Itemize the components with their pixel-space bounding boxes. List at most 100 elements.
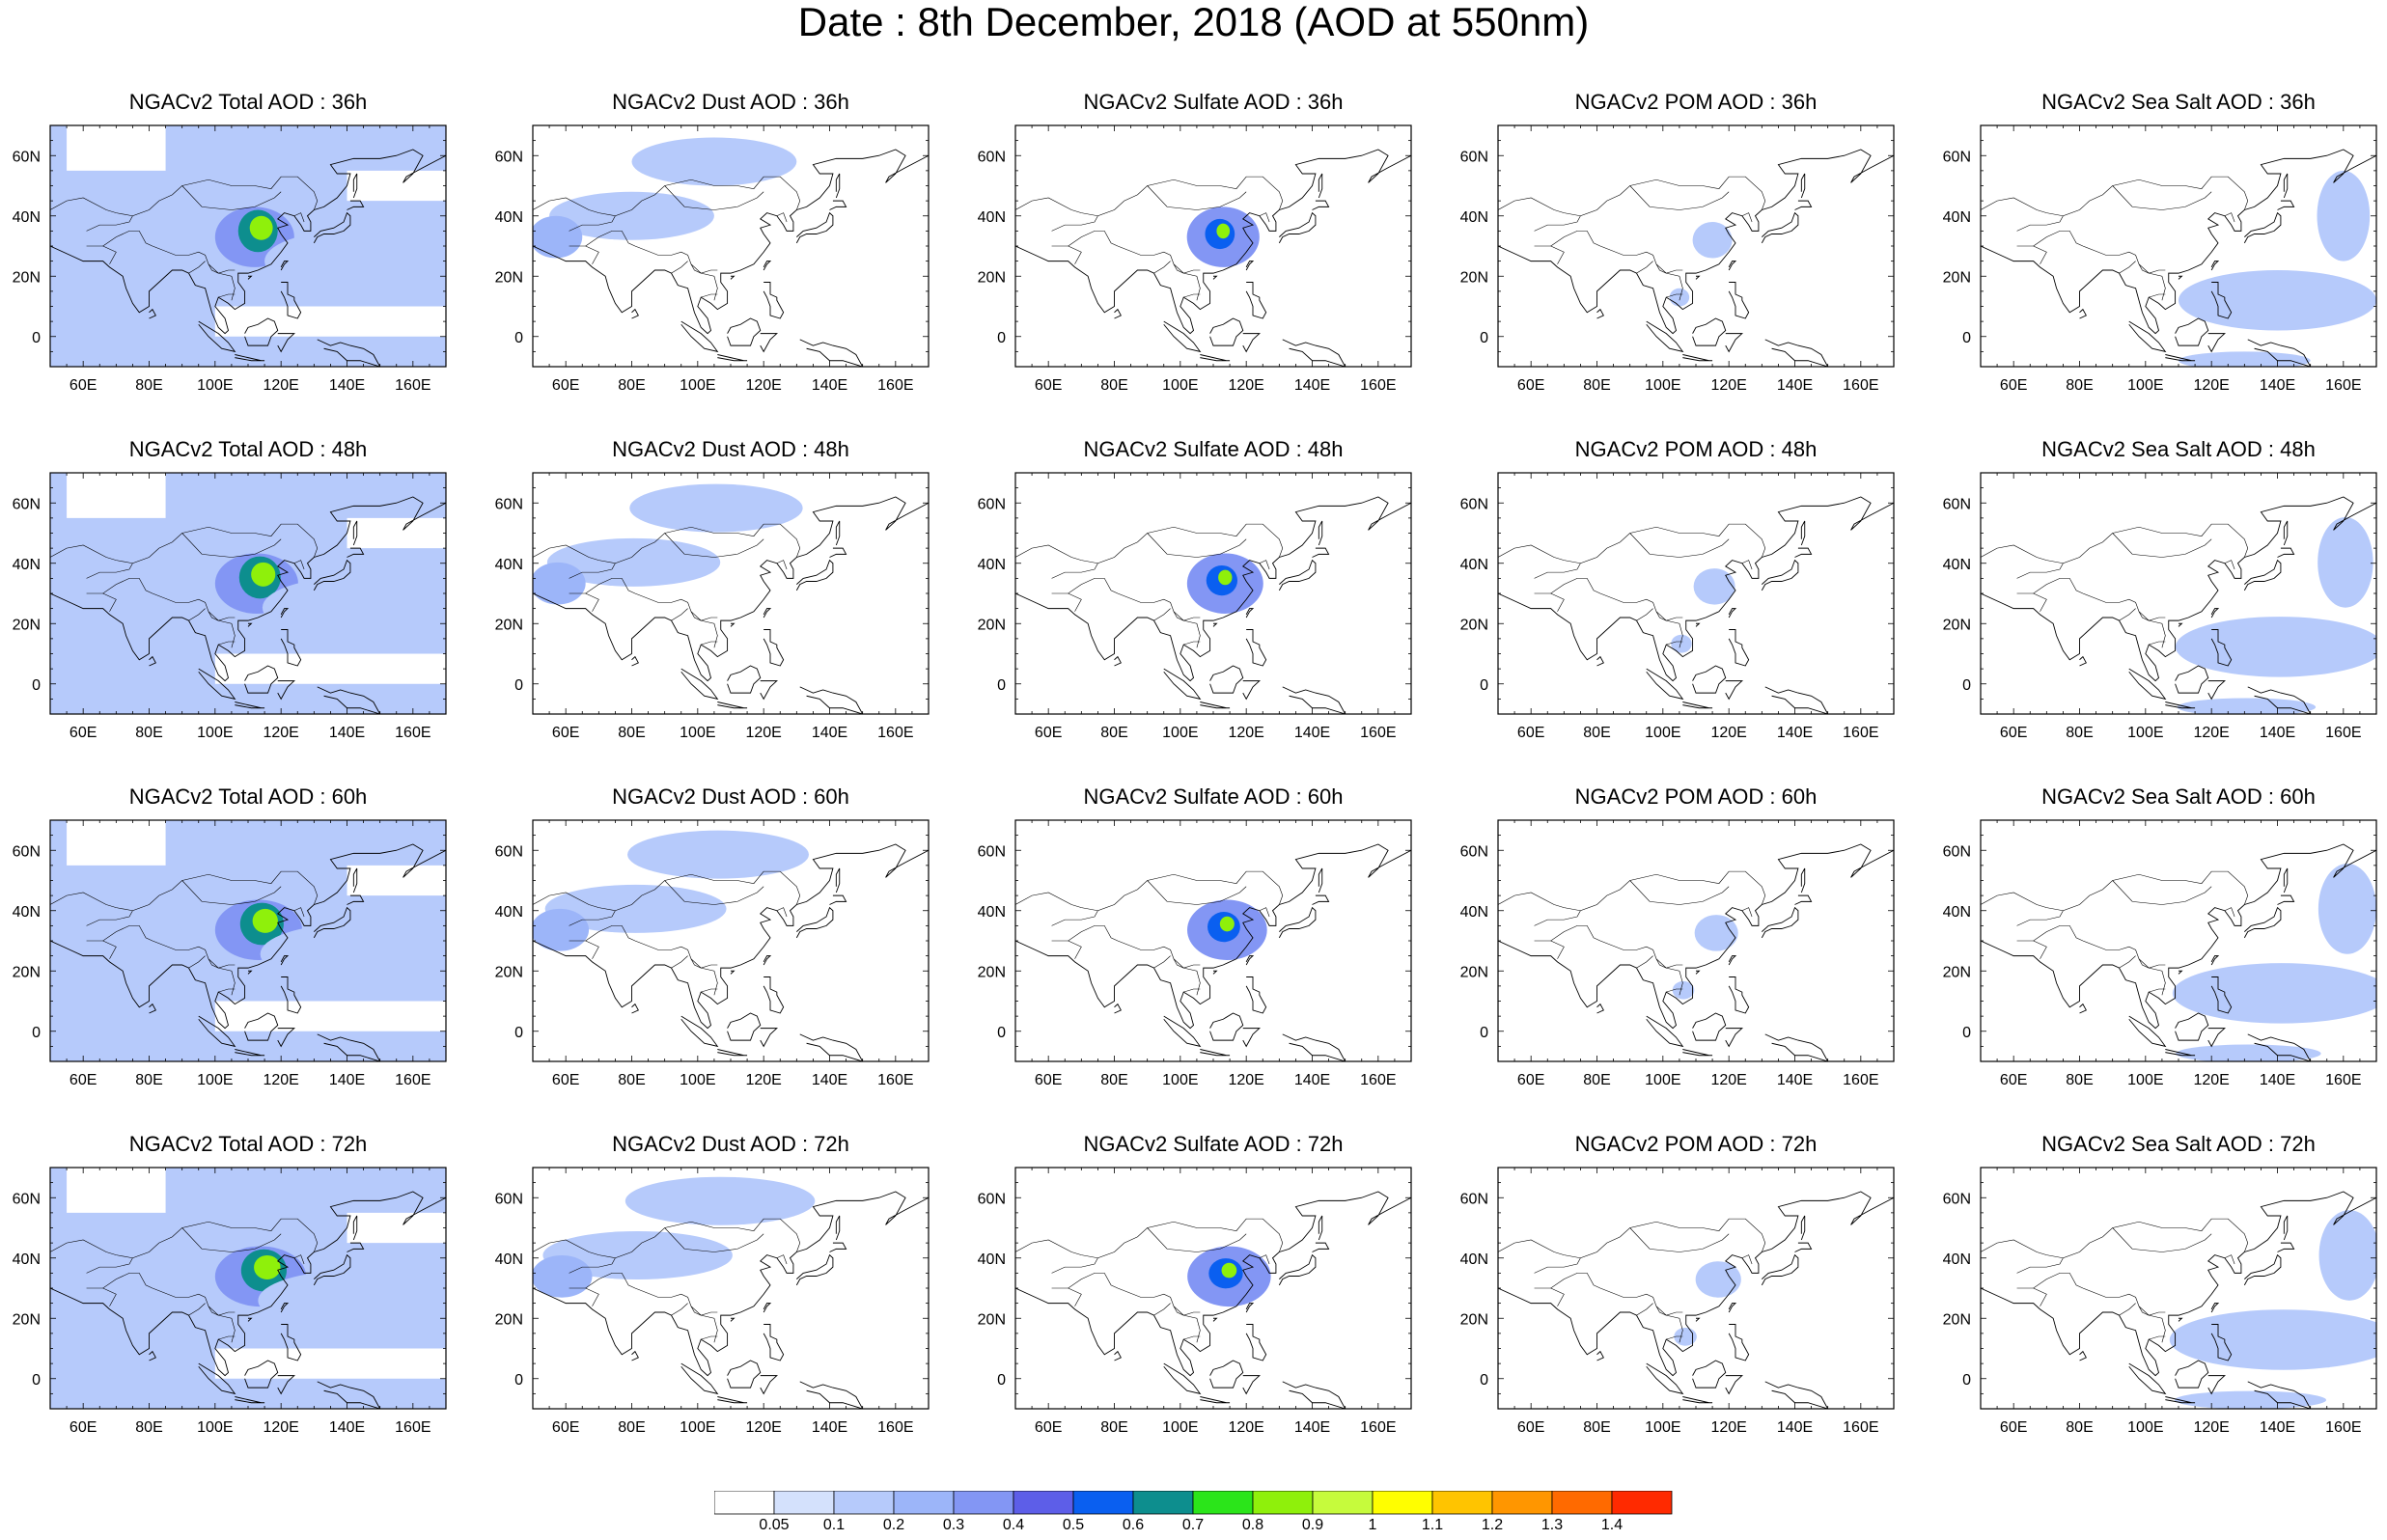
coastline: [2210, 261, 2220, 271]
y-tick-label: 40N: [1460, 209, 1488, 226]
coastline: [760, 1028, 778, 1048]
x-tick-label: 120E: [263, 377, 298, 394]
x-tick-label: 140E: [2260, 1072, 2295, 1088]
panel-title: NGACv2 POM AOD : 36h: [1574, 90, 1818, 114]
border-line: [569, 870, 801, 926]
clear-region: [347, 1212, 446, 1244]
coastline: [2165, 1396, 2196, 1404]
coastline: [2128, 1362, 2167, 1395]
coastline: [1761, 559, 1799, 591]
border-line: [1051, 925, 1201, 969]
x-tick-label: 160E: [2325, 377, 2361, 394]
border-line: [1534, 231, 1683, 274]
x-tick-label: 140E: [2260, 1419, 2295, 1436]
border-line: [1655, 263, 1683, 301]
colorbar-swatch: [1132, 1491, 1194, 1515]
clear-region: [214, 653, 446, 684]
border-line: [102, 245, 117, 264]
border-line: [1981, 1239, 2064, 1259]
border-line: [701, 293, 718, 298]
border-line: [1051, 578, 1201, 621]
border-line: [1498, 544, 1581, 564]
aod-shading: [2177, 698, 2317, 714]
panel-title: NGACv2 Total AOD : 36h: [128, 90, 368, 114]
coastline: [2175, 665, 2209, 694]
map-plot: 60E 80E 100E 120E 140E 160E 0 20N 40N 60N: [495, 1167, 930, 1436]
coastline: [1764, 686, 1829, 714]
border-line: [218, 641, 236, 646]
coastline: [280, 1303, 290, 1313]
x-tick-label: 160E: [1843, 1419, 1878, 1436]
coastline: [277, 680, 295, 701]
aod-shading: [625, 1176, 816, 1225]
border-line: [1147, 880, 1247, 905]
coastline: [1692, 665, 1727, 694]
border-line: [102, 940, 117, 959]
x-tick-label: 140E: [1294, 725, 1330, 741]
coastline: [1728, 608, 1737, 619]
y-tick-label: 0: [1962, 330, 1971, 346]
aod-shading: [2318, 516, 2373, 608]
x-tick-label: 160E: [1360, 1072, 1396, 1088]
coastline: [763, 608, 772, 619]
map-plot: 60E 80E 100E 120E 140E 160E 0 20N 40N 60N: [978, 124, 1412, 394]
aod-shading: [2172, 963, 2376, 1024]
coastline: [1114, 1003, 1122, 1014]
colorbar-swatch: [1192, 1491, 1254, 1515]
border-line: [1173, 958, 1201, 996]
map-panel: NGACv2 Sulfate AOD : 36h 60E 80E 100E 120E 14…: [978, 91, 1412, 409]
coastline: [50, 1168, 446, 1377]
x-tick-label: 120E: [263, 1419, 298, 1436]
border-line: [533, 1239, 616, 1259]
aod-shading: [1693, 568, 1735, 605]
colorbar-label: 0.6: [1123, 1517, 1144, 1529]
coastline: [1682, 354, 1713, 362]
panel-title: NGACv2 Sea Salt AOD : 60h: [2041, 784, 2316, 809]
border-line: [1666, 641, 1683, 646]
coastline: [352, 173, 358, 199]
border-line: [2033, 940, 2047, 959]
border-line: [1153, 261, 1171, 274]
coastline: [1981, 1168, 2376, 1377]
aod-shading: [53, 1254, 191, 1316]
y-tick-label: 0: [1480, 330, 1488, 346]
x-tick-label: 80E: [135, 377, 162, 394]
border-line: [1534, 1273, 1683, 1316]
coastline: [1278, 559, 1317, 591]
map-panel: NGACv2 POM AOD : 36h 60E 80E 100E 120E 140E 16…: [1460, 90, 1895, 409]
coastline: [727, 1012, 762, 1041]
coastline: [680, 1015, 719, 1048]
coastline: [50, 125, 446, 335]
x-tick-label: 160E: [395, 725, 430, 741]
border-line: [1666, 1335, 1683, 1340]
coastline: [631, 1350, 639, 1361]
coastline: [1163, 320, 1202, 353]
border-line: [86, 578, 236, 621]
colorbar-label: 1.2: [1482, 1517, 1503, 1529]
x-tick-label: 100E: [680, 377, 715, 394]
border-line: [1183, 293, 1201, 298]
border-line: [2149, 1335, 2166, 1340]
coastline: [1200, 1396, 1231, 1404]
border-line: [102, 592, 117, 612]
y-tick-label: 40N: [978, 557, 1006, 573]
coastline: [1200, 1049, 1231, 1057]
coastline: [1695, 970, 1701, 975]
map-panel: NGACv2 Dust AOD : 72h 60E 80E 100E 120E 140E 1…: [495, 1133, 930, 1451]
x-tick-label: 60E: [1035, 1072, 1062, 1088]
border-line: [690, 958, 718, 996]
coastline: [2247, 1381, 2312, 1409]
aod-shading: [260, 923, 442, 984]
panel-title: NGACv2 Sulfate AOD : 48h: [1083, 437, 1344, 461]
coastline: [730, 622, 736, 627]
border-line: [1741, 560, 1753, 570]
x-tick-label: 60E: [69, 377, 97, 394]
aod-shading: [54, 908, 186, 970]
coastline: [835, 520, 841, 546]
y-tick-label: 60N: [495, 496, 523, 512]
colorbar-label: 0.3: [943, 1517, 964, 1529]
border-line: [776, 560, 788, 570]
y-tick-label: 0: [997, 1025, 1006, 1041]
coastline: [2128, 320, 2167, 353]
coastline: [313, 1253, 351, 1286]
